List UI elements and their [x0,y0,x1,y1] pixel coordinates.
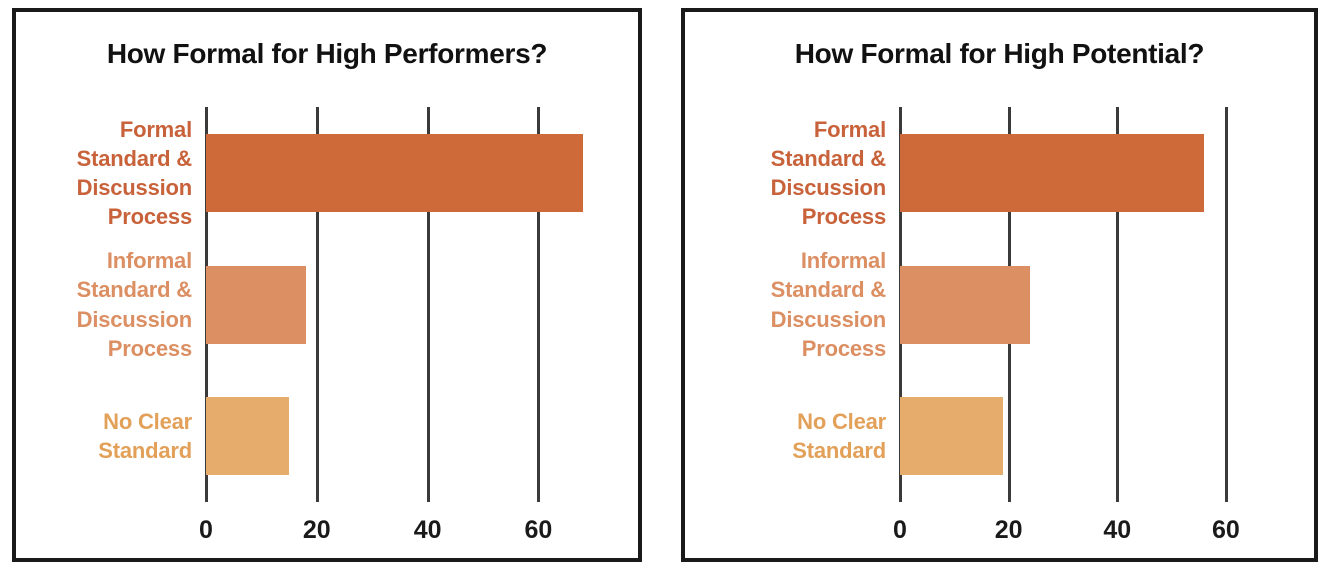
bar-row [900,239,1302,371]
category-labels: Formal Standard & Discussion Process Info… [724,107,887,502]
bar [206,265,306,344]
category-labels: Formal Standard & Discussion Process Info… [30,107,193,502]
chart-panel-high-performers: How Formal for High Performers? Formal S… [12,8,642,562]
bar [900,397,1004,476]
x-tick-label: 60 [524,516,553,544]
gridline [426,107,430,502]
gridline [1224,107,1228,502]
category-label: Informal Standard & Discussion Process [76,248,193,361]
x-tick-label: 40 [1103,516,1132,544]
bar [206,397,290,476]
x-tick-label: 20 [994,516,1023,544]
x-tick-label: 60 [1212,516,1240,544]
category-label: Informal Standard & Discussion Process [770,248,887,361]
bar [900,265,1031,344]
chart-title: How Formal for High Performers? [106,38,548,69]
plot-area: 0 20 40 60 [893,107,1302,544]
gridline [315,107,319,502]
bar-row [900,370,1302,502]
category-label: Formal Standard & Discussion Process [76,116,193,229]
x-tick-label: 40 [413,516,442,544]
x-tick-label: 0 [893,516,907,544]
category-label: Formal Standard & Discussion Process [770,116,887,229]
chart-body: Formal Standard & Discussion Process Info… [685,107,1314,558]
category-label: No Clear Standard [792,409,886,464]
category-label: No Clear Standard [98,409,192,464]
bar-layer [206,107,616,502]
bar-layer [900,107,1302,502]
bar [206,133,583,212]
bar-row [206,107,616,239]
bar-row [206,239,616,371]
bar-row [206,370,616,502]
gridline [1116,107,1120,502]
chart-body: Formal Standard & Discussion Process Info… [16,107,638,558]
bar [900,133,1205,212]
chart-panel-high-potential: How Formal for High Potential? Formal St… [681,8,1318,562]
x-tick-label: 20 [302,516,331,544]
chart-title: How Formal for High Potential? [794,38,1205,69]
plot-area: 0 20 40 60 [199,107,616,544]
x-tick-label: 0 [199,516,213,544]
bar-row [900,107,1302,239]
gridline [537,107,541,502]
